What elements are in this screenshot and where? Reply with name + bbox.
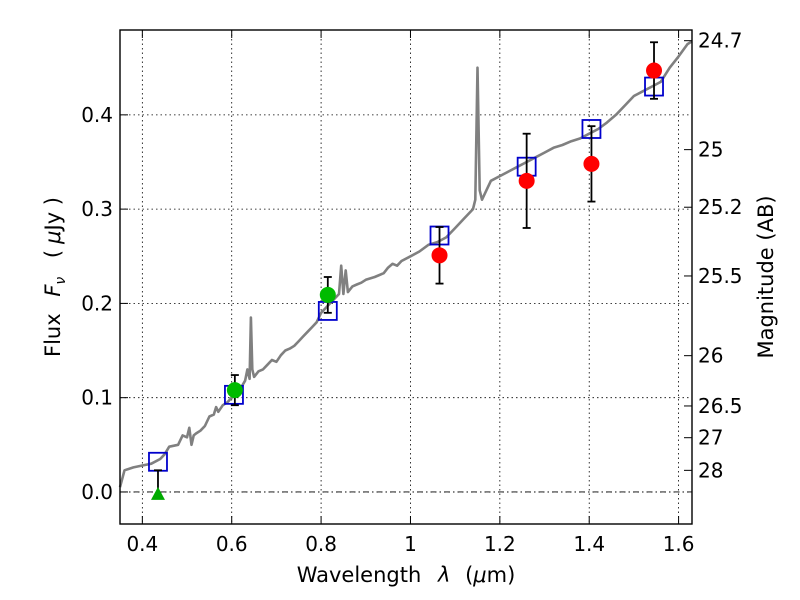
x-tick-label: 1.2: [484, 532, 516, 556]
x-tick-label: 0.8: [305, 532, 337, 556]
data-point-circle: [319, 286, 336, 303]
x-tick-label: 0.6: [216, 532, 248, 556]
x-tick-label: 1: [404, 532, 417, 556]
y-tick-label: 0.3: [81, 197, 113, 221]
y2-tick-label: 25: [698, 138, 723, 162]
y-axis-symbol: F: [41, 284, 65, 297]
x-axis-title: Wavelength λ (μm): [297, 563, 516, 587]
tick-layer: 0.4 0.6 0.8 1 1.2 1.4 1.6 0.0 0.1 0.2 0.3 0.4 24.7 25…: [81, 29, 742, 556]
y2-tick-label: 27: [698, 426, 723, 450]
x-tick-label: 1.4: [573, 532, 605, 556]
series-layer: [118, 40, 693, 500]
y2-tick-label: 25.2: [698, 195, 743, 219]
y2-tick-label: 25.5: [698, 264, 743, 288]
data-point-circle: [583, 155, 600, 172]
x-tick-label: 0.4: [126, 532, 158, 556]
x-axis-unit-open: (: [465, 563, 473, 587]
y-axis-unit-rest: Jy ): [41, 197, 65, 233]
data-point-circle: [431, 247, 448, 264]
spectrum-line: [118, 40, 693, 488]
y-tick-label: 0.4: [81, 103, 113, 127]
y2-axis-title: Magnitude (AB): [754, 195, 778, 358]
data-point-circle: [226, 382, 243, 399]
y-axis-subscript: ν: [53, 277, 69, 285]
y-tick-label: 0.2: [81, 291, 113, 315]
y2-tick-label: 26.5: [698, 394, 743, 418]
x-axis-unit-mu: μ: [472, 563, 486, 587]
y2-tick-label: 24.7: [698, 29, 743, 53]
y-axis-unit-open: (: [41, 250, 65, 258]
grid-layer: [120, 30, 692, 524]
y-axis-title: Flux Fν ( μJy ): [41, 197, 70, 357]
plot-frame: [119, 29, 693, 525]
y2-tick-label: 28: [698, 458, 723, 482]
upper-limit-triangle: [150, 486, 165, 500]
y-tick-label: 0.0: [81, 480, 113, 504]
y2-tick-label: 26: [698, 344, 723, 368]
x-tick-label: 1.6: [663, 532, 695, 556]
x-axis-unit-rest: m): [487, 563, 516, 587]
data-point-circle: [646, 62, 663, 79]
x-axis-title-text: Wavelength: [297, 563, 422, 587]
x-axis-symbol: λ: [437, 563, 450, 587]
y-tick-label: 0.1: [81, 386, 113, 410]
data-point-circle: [518, 172, 535, 189]
y-axis-title-text: Flux: [41, 313, 65, 357]
y-axis-unit-mu: μ: [41, 230, 65, 244]
